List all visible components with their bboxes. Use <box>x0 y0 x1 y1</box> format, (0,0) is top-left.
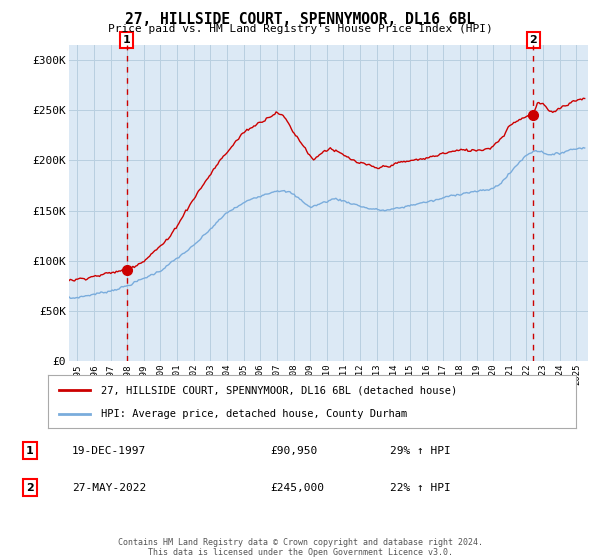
Text: £245,000: £245,000 <box>270 483 324 493</box>
Text: 19-DEC-1997: 19-DEC-1997 <box>72 446 146 456</box>
Text: 1: 1 <box>123 35 131 45</box>
Text: £90,950: £90,950 <box>270 446 317 456</box>
Text: Contains HM Land Registry data © Crown copyright and database right 2024.
This d: Contains HM Land Registry data © Crown c… <box>118 538 482 557</box>
Text: 2: 2 <box>26 483 34 493</box>
Text: Price paid vs. HM Land Registry's House Price Index (HPI): Price paid vs. HM Land Registry's House … <box>107 24 493 34</box>
Text: 27-MAY-2022: 27-MAY-2022 <box>72 483 146 493</box>
Text: HPI: Average price, detached house, County Durham: HPI: Average price, detached house, Coun… <box>101 408 407 418</box>
Text: 27, HILLSIDE COURT, SPENNYMOOR, DL16 6BL (detached house): 27, HILLSIDE COURT, SPENNYMOOR, DL16 6BL… <box>101 385 457 395</box>
Text: 27, HILLSIDE COURT, SPENNYMOOR, DL16 6BL: 27, HILLSIDE COURT, SPENNYMOOR, DL16 6BL <box>125 12 475 27</box>
Text: 1: 1 <box>26 446 34 456</box>
Text: 29% ↑ HPI: 29% ↑ HPI <box>390 446 451 456</box>
Text: 22% ↑ HPI: 22% ↑ HPI <box>390 483 451 493</box>
Text: 2: 2 <box>529 35 537 45</box>
